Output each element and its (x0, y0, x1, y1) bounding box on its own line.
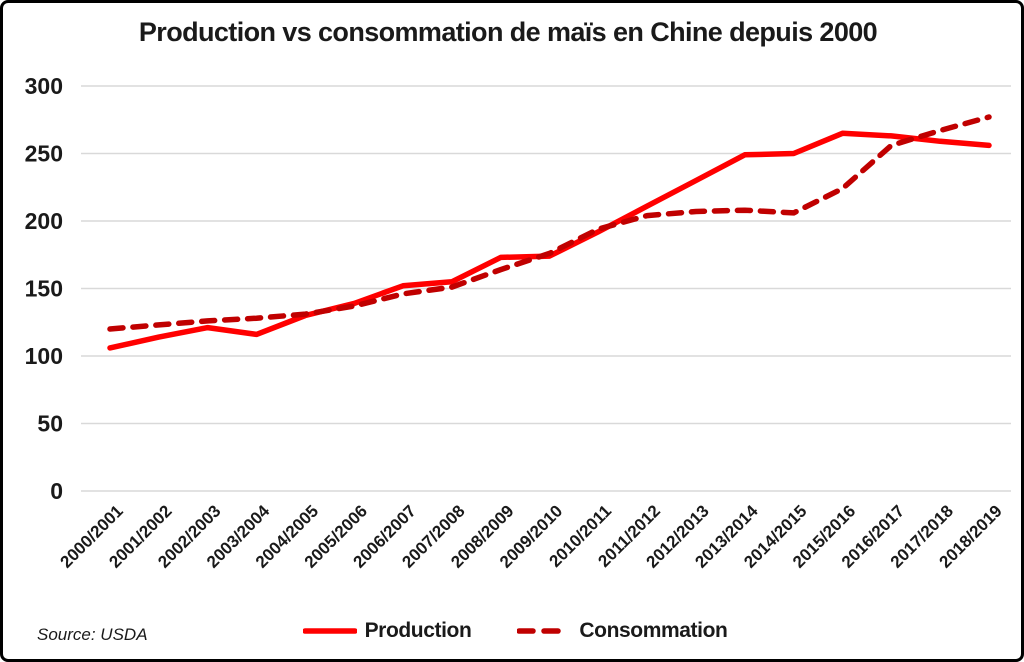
line-chart-plot-area: 0501001502002503002000/20012001/20022002… (25, 73, 1011, 572)
consommation-line-swatch-icon (517, 628, 572, 634)
y-axis-tick-label: 50 (37, 411, 63, 437)
consommation-line-series (107, 114, 992, 332)
legend-label-consommation: Consommation (579, 619, 728, 642)
production-line-swatch-icon (302, 628, 357, 634)
y-axis-tick-label: 200 (25, 208, 63, 234)
chart-title: Production vs consommation de maïs en Ch… (138, 17, 878, 47)
legend-label-production: Production (364, 619, 472, 642)
y-axis-tick-label: 300 (25, 73, 63, 99)
legend-item-production: Production (302, 619, 472, 643)
production-line-series (107, 130, 992, 351)
y-axis-tick-label: 150 (25, 276, 63, 302)
y-axis-tick-label: 250 (25, 141, 63, 167)
legend-item-consommation: Consommation (517, 619, 728, 643)
y-axis-tick-label: 100 (25, 343, 63, 369)
y-axis-tick-label: 0 (50, 478, 63, 504)
source-note: Source: USDA (37, 625, 148, 644)
legend: Production Consommation (3, 619, 1021, 643)
